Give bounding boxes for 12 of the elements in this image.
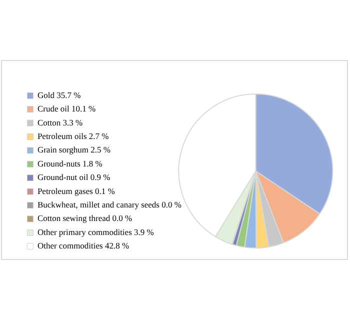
legend-label: Cotton 3.3 %: [37, 117, 83, 128]
legend-label: Crude oil 10.1 %: [37, 104, 96, 114]
legend-label: Petroleum oils 2.7 %: [37, 130, 109, 141]
legend-label: Gold 35.7 %: [37, 90, 81, 100]
legend-label: Buckwheat, millet and canary seeds 0.0 %: [37, 199, 182, 210]
legend-label: Ground-nut oil 0.9 %: [37, 172, 110, 182]
legend-label: Other commodities 42.8 %: [37, 240, 130, 251]
legend-label: Other primary commodities 3.9 %: [37, 226, 154, 237]
legend-label: Petroleum gases 0.1 %: [37, 186, 115, 196]
legend-label: Ground-nuts 1.8 %: [37, 158, 102, 168]
legend-label: Cotton sewing thread 0.0 %: [37, 213, 132, 224]
legend-label: Grain sorghum 2.5 %: [37, 144, 110, 155]
